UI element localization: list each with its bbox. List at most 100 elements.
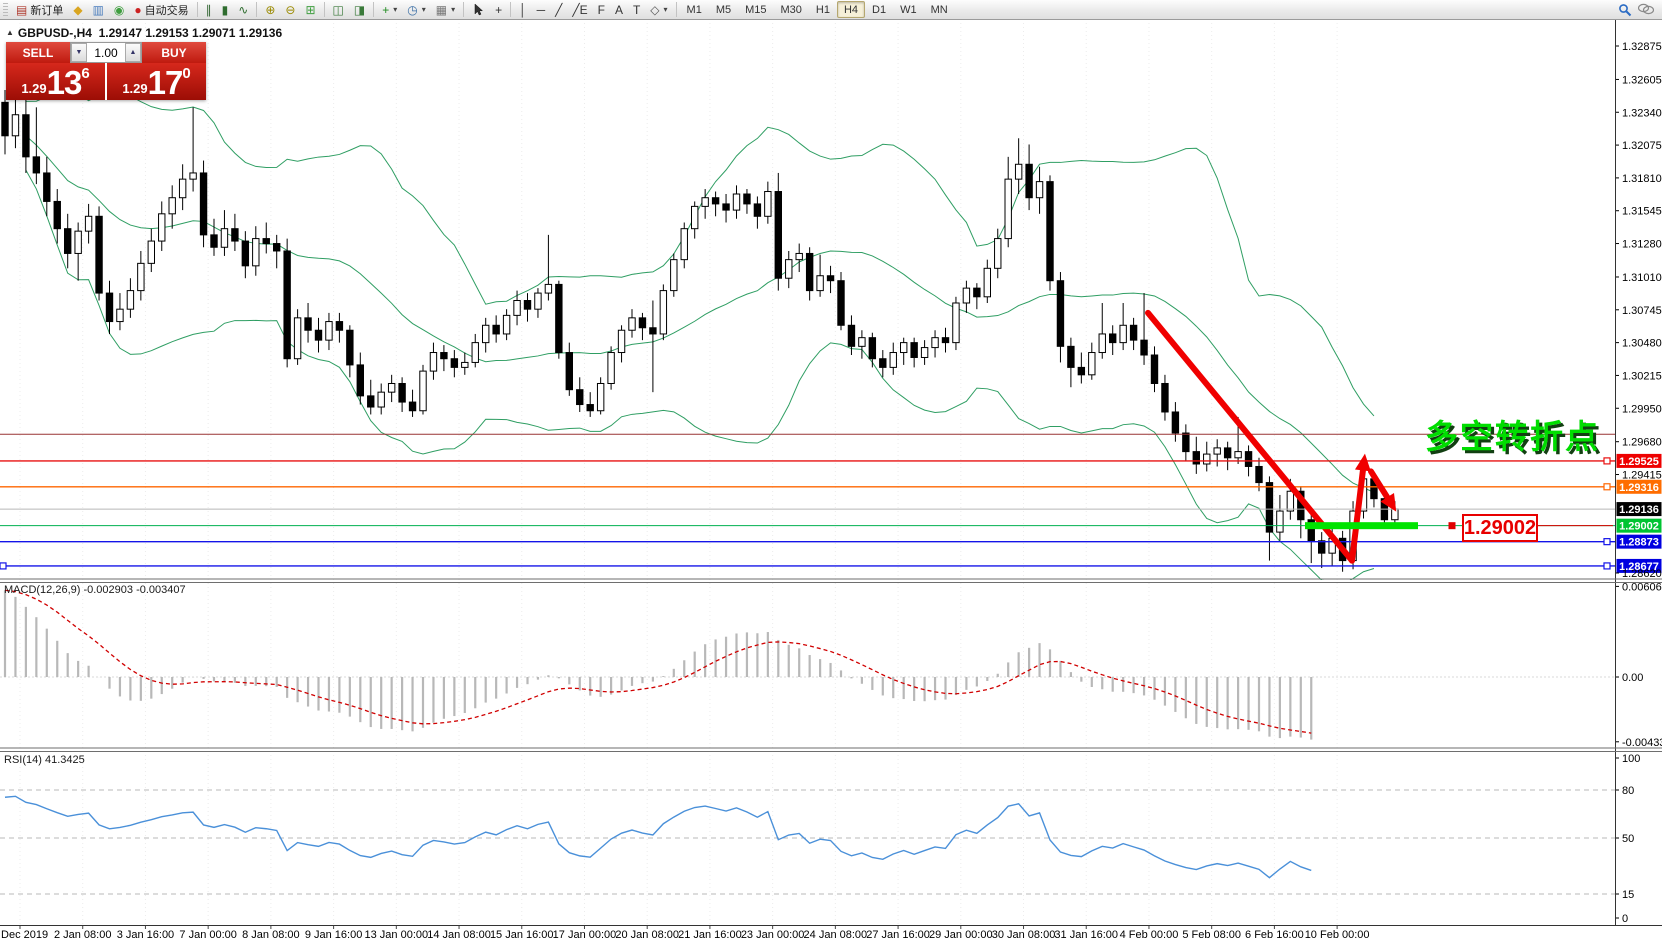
equidistant-channel-icon[interactable]: ╱E [567, 1, 592, 19]
candle-body [440, 352, 448, 360]
line-drag-handle[interactable] [1603, 483, 1611, 491]
add-indicator-button[interactable]: + ▾ [377, 1, 402, 19]
new-order-button[interactable]: ▤ 新订单 [11, 1, 68, 19]
periods-button[interactable]: ◷ ▾ [402, 1, 431, 19]
line-drag-handle[interactable] [0, 562, 7, 570]
price-box-anchor[interactable] [1448, 522, 1456, 530]
timeframe-button-m1[interactable]: M1 [686, 3, 702, 16]
macd-signal-line [4, 589, 1312, 734]
rsi-indicator-label: RSI(14) 41.3425 [4, 754, 85, 766]
red-up-arrow-head[interactable] [1354, 453, 1371, 472]
autotrading-button[interactable]: ● 自动交易 [129, 1, 193, 19]
chevron-down-icon[interactable]: ▾ [663, 5, 668, 14]
new-order-button-label: 新订单 [30, 4, 64, 17]
line-chart-icon[interactable]: ∿ [233, 1, 253, 19]
chart-shift-icon: ◨ [353, 2, 366, 17]
price-axis-tick-label: 1.31010 [1622, 272, 1662, 284]
indicators-window-icon[interactable]: ◫ [328, 1, 349, 19]
timeframe-button-mn[interactable]: MN [930, 3, 948, 16]
timeframe-button-h1[interactable]: H1 [815, 3, 830, 16]
vertical-line-icon[interactable]: │ [514, 1, 532, 19]
buy-button[interactable]: BUY [142, 42, 206, 63]
bid-price-panel[interactable]: 1.29 13 6 [6, 63, 105, 100]
autotrading-glyph: ● [134, 2, 142, 17]
line-drag-handle[interactable] [1603, 538, 1611, 546]
timeframe-button-h4[interactable]: H4 [836, 1, 866, 18]
price-axis-tick-label: 1.29680 [1622, 437, 1662, 449]
arrows-button[interactable]: ◇ ▾ [645, 1, 672, 19]
crosshair-icon[interactable]: + [490, 1, 507, 19]
red-down-arrow-head[interactable] [1380, 492, 1397, 512]
chat-icon[interactable] [1638, 3, 1654, 16]
volume-decrease-button[interactable]: ▼ [71, 43, 87, 62]
candle-body [262, 238, 270, 245]
zoom-out-icon[interactable]: ⊖ [280, 1, 300, 19]
cursor-icon[interactable] [467, 1, 490, 19]
candle-body [492, 324, 500, 335]
toolbar-drag-handle[interactable] [3, 2, 8, 17]
toolbar-separator [196, 2, 198, 17]
zoom-in-icon[interactable]: ⊕ [260, 1, 280, 19]
candle-body [105, 292, 114, 323]
candle-body [722, 203, 730, 211]
candle-body [1213, 447, 1221, 455]
search-icon[interactable] [1618, 3, 1632, 17]
candle-body [659, 290, 668, 335]
signals-icon[interactable]: ◉ [109, 1, 129, 19]
line-drag-handle[interactable] [1603, 457, 1611, 465]
candle-body [732, 193, 741, 211]
chevron-down-icon[interactable]: ▾ [451, 5, 456, 14]
axis-price-label: 1.29316 [1619, 482, 1659, 494]
candle-body [429, 352, 438, 372]
collapse-panel-icon[interactable]: ▲ [6, 28, 14, 37]
trendline-icon[interactable]: ╱ [550, 1, 567, 19]
candle-body [1109, 333, 1117, 344]
cursor-icon [472, 3, 485, 16]
timeframe-button-m5[interactable]: M5 [715, 3, 732, 16]
candle-body [816, 275, 824, 292]
candlestick-chart-icon[interactable]: ▮ [217, 1, 234, 19]
metaeditor-icon[interactable]: ◆ [68, 1, 87, 19]
time-axis-label: 23 Jan 00:00 [741, 929, 805, 941]
chevron-down-icon[interactable]: ▾ [393, 5, 398, 14]
price-axis-tick-label: 1.29950 [1622, 403, 1662, 415]
ask-price-panel[interactable]: 1.29 17 0 [107, 63, 206, 100]
autotrading-button-label: 自动交易 [144, 4, 189, 17]
templates-button[interactable]: ▦ ▾ [431, 1, 460, 19]
candle-body [764, 191, 772, 217]
crosshair-icon: + [495, 2, 503, 17]
turning-point-annotation[interactable]: 多空转折点 [1425, 418, 1600, 455]
red-trendline[interactable] [1145, 309, 1355, 564]
red-up-arrow[interactable] [1349, 458, 1367, 564]
timeframe-button-m15[interactable]: M15 [745, 3, 767, 16]
line-drag-handle[interactable] [1603, 562, 1611, 570]
tile-windows-icon[interactable]: ⊞ [300, 1, 320, 19]
timeframe-button-w1[interactable]: W1 [900, 3, 917, 16]
candle-body [126, 290, 135, 310]
axis-price-label: 1.29136 [1619, 504, 1659, 516]
timeframe-button-m30[interactable]: M30 [780, 3, 802, 16]
candle-body [32, 156, 41, 174]
volume-increase-button[interactable]: ▲ [125, 43, 141, 62]
candle-body [544, 283, 553, 294]
text-label-icon[interactable]: T [628, 1, 645, 19]
price-axis-tick-label: 1.32340 [1622, 107, 1662, 119]
chevron-down-icon[interactable]: ▾ [421, 5, 426, 14]
price-axis-tick-label: 1.30745 [1622, 305, 1662, 317]
volume-value[interactable]: 1.00 [94, 45, 118, 60]
timeframe-button-d1[interactable]: D1 [872, 3, 887, 16]
fibonacci-icon[interactable]: F [593, 1, 610, 19]
sell-button[interactable]: SELL [6, 42, 70, 63]
chart-shift-icon[interactable]: ◨ [349, 1, 370, 19]
text-icon[interactable]: A [610, 1, 628, 19]
market-watch-icon[interactable]: ▥ [88, 1, 109, 19]
candlestick-chart-icon: ▮ [221, 2, 229, 17]
horizontal-line-icon[interactable]: ─ [532, 1, 551, 19]
price-axis-tick-label: 1.31280 [1622, 239, 1662, 251]
price-level-text-box[interactable]: 1.29002 [1462, 514, 1538, 542]
candle-body [1234, 451, 1242, 459]
templates-glyph: ▦ [435, 2, 448, 17]
bar-chart-icon[interactable]: ∥ [201, 1, 217, 19]
candle-body [84, 215, 93, 232]
support-highlight-bar[interactable] [1305, 522, 1418, 530]
